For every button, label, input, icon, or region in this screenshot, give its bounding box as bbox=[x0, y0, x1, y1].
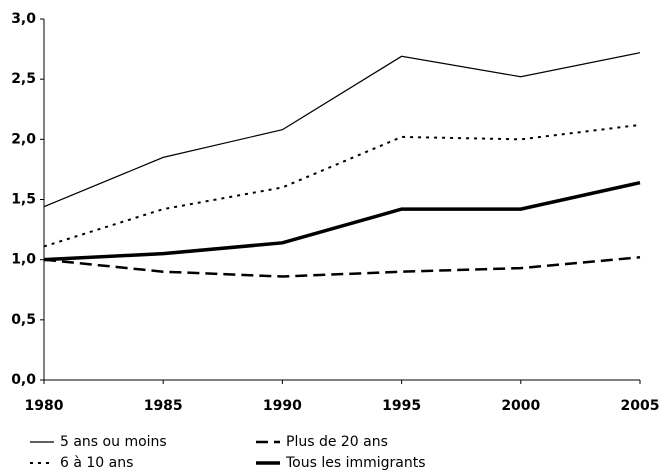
y-tick-label: 1,0 bbox=[11, 252, 36, 268]
x-tick-label: 1990 bbox=[263, 398, 302, 414]
series-line bbox=[43, 52, 641, 208]
y-tick-label: 0,5 bbox=[11, 312, 36, 328]
legend-label: 5 ans ou moins bbox=[60, 434, 167, 450]
y-tick-label: 3,0 bbox=[11, 11, 36, 27]
legend-label: Tous les immigrants bbox=[285, 455, 426, 471]
y-tick-label: 2,5 bbox=[11, 71, 36, 87]
legend-label: 6 à 10 ans bbox=[60, 455, 133, 471]
y-tick-label: 1,5 bbox=[11, 192, 36, 208]
x-tick-label: 2000 bbox=[501, 398, 540, 414]
y-tick-label: 2,0 bbox=[11, 131, 36, 147]
y-tick-label: 0,0 bbox=[11, 372, 36, 388]
x-tick-label: 2005 bbox=[621, 398, 660, 414]
x-tick-label: 1980 bbox=[25, 398, 64, 414]
series-line bbox=[43, 123, 641, 248]
x-tick-label: 1985 bbox=[144, 398, 183, 414]
series-line bbox=[43, 180, 641, 262]
legend-label: Plus de 20 ans bbox=[286, 434, 388, 450]
series-line bbox=[43, 256, 641, 278]
x-tick-label: 1995 bbox=[382, 398, 421, 414]
